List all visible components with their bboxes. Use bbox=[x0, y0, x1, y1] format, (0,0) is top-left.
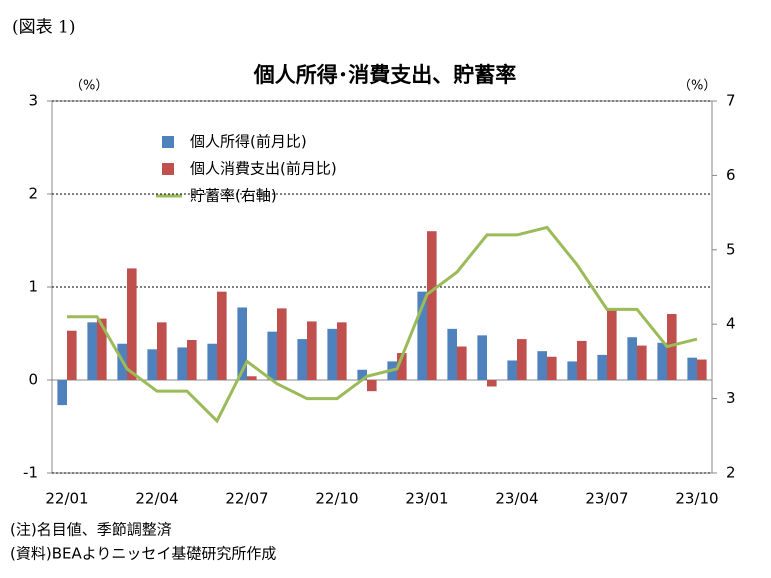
x-tick-label: 22/07 bbox=[225, 490, 268, 508]
bar bbox=[247, 376, 257, 380]
bar bbox=[687, 357, 697, 380]
bar bbox=[147, 349, 157, 380]
bar bbox=[337, 322, 347, 380]
bar bbox=[217, 291, 227, 380]
x-tick-label: 22/01 bbox=[45, 490, 88, 508]
x-tick-label: 22/10 bbox=[315, 490, 358, 508]
bar bbox=[567, 361, 577, 380]
x-tick-label: 22/04 bbox=[135, 490, 178, 508]
bar bbox=[517, 339, 527, 380]
bar bbox=[67, 330, 77, 380]
bar bbox=[667, 313, 677, 380]
x-tick-label: 23/04 bbox=[495, 490, 538, 508]
bar bbox=[637, 345, 647, 380]
y-unit: （%） bbox=[70, 79, 108, 94]
bar bbox=[187, 340, 197, 380]
bar bbox=[357, 369, 367, 380]
y2-tick-label: 3 bbox=[726, 389, 736, 407]
bar bbox=[487, 380, 497, 387]
y-tick-label: 3 bbox=[28, 92, 38, 110]
y-tick-label: 0 bbox=[28, 371, 38, 389]
bar bbox=[207, 343, 217, 380]
bar bbox=[507, 360, 517, 380]
bar bbox=[307, 321, 317, 380]
bar bbox=[577, 340, 587, 380]
figure-label: (図表 1) bbox=[12, 18, 75, 38]
bar bbox=[57, 380, 67, 406]
legend-swatch bbox=[162, 163, 174, 175]
y2-tick-label: 2 bbox=[726, 464, 736, 482]
bar bbox=[87, 322, 97, 380]
y2-tick-label: 7 bbox=[726, 92, 736, 110]
x-tick-label: 23/01 bbox=[405, 490, 448, 508]
y2-unit: （%） bbox=[678, 79, 716, 94]
note: (注)名目値、季節調整済 bbox=[10, 521, 172, 539]
bar bbox=[327, 328, 337, 380]
y-tick-label: -1 bbox=[23, 464, 38, 482]
legend-label: 個人所得(前月比) bbox=[190, 133, 307, 151]
bar bbox=[97, 318, 107, 380]
bar bbox=[537, 351, 547, 380]
line bbox=[67, 225, 698, 424]
bar bbox=[627, 337, 637, 380]
y-tick-label: 2 bbox=[28, 185, 38, 203]
legend-label: 個人消費支出(前月比) bbox=[190, 160, 337, 178]
bar bbox=[417, 291, 427, 380]
y2-tick-label: 4 bbox=[726, 315, 736, 333]
bar bbox=[127, 268, 137, 380]
chart-title: 個人所得･消費支出、貯蓄率 bbox=[253, 63, 517, 87]
y2-tick-label: 5 bbox=[726, 240, 736, 258]
x-tick-label: 23/10 bbox=[675, 490, 718, 508]
bar bbox=[177, 347, 187, 380]
bar bbox=[657, 342, 667, 380]
bar bbox=[267, 331, 277, 380]
y2-tick-label: 6 bbox=[726, 166, 736, 184]
bar bbox=[477, 335, 487, 380]
bar bbox=[277, 308, 287, 380]
bar bbox=[597, 354, 607, 380]
bar bbox=[297, 339, 307, 380]
legend-swatch bbox=[162, 136, 174, 148]
bar bbox=[547, 356, 557, 380]
bar bbox=[157, 322, 167, 380]
bar bbox=[607, 310, 617, 380]
note: (資料)BEAよりニッセイ基礎研究所作成 bbox=[10, 545, 276, 563]
bar bbox=[397, 353, 407, 380]
bar bbox=[427, 231, 437, 380]
legend-label: 貯蓄率(右軸) bbox=[190, 187, 277, 205]
bar bbox=[457, 346, 467, 380]
y-tick-label: 1 bbox=[28, 278, 38, 296]
bar bbox=[237, 307, 247, 380]
bar bbox=[697, 359, 707, 380]
bar bbox=[447, 328, 457, 380]
x-tick-label: 23/07 bbox=[585, 490, 628, 508]
bar bbox=[367, 380, 377, 392]
